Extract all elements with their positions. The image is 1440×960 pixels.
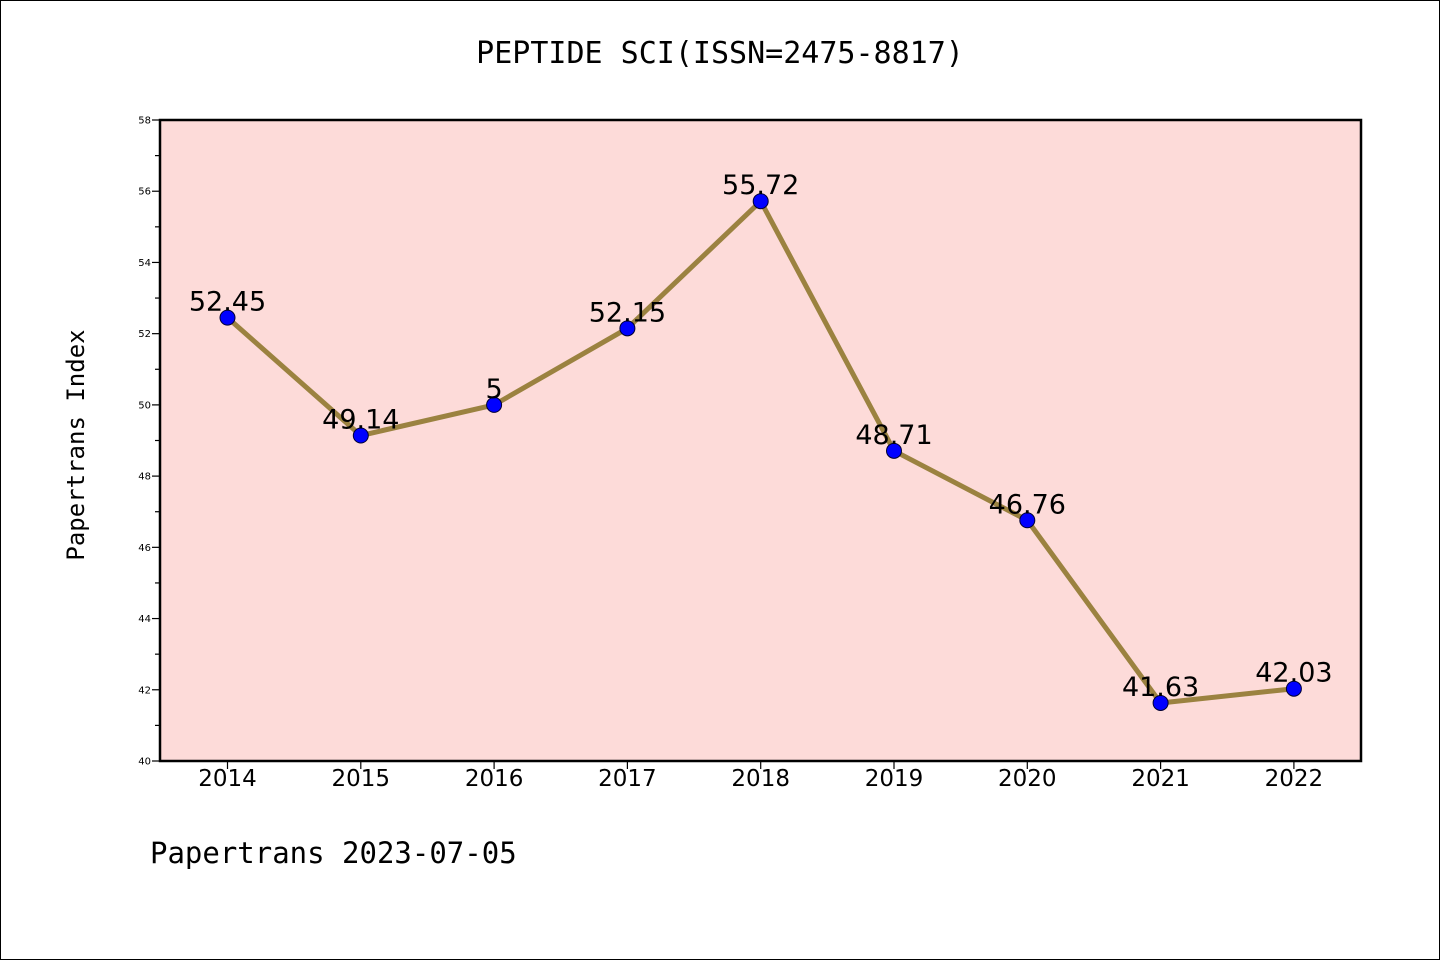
data-point <box>219 309 236 326</box>
x-tick-label: 2016 <box>465 766 524 792</box>
data-label: 42.03 <box>1255 658 1332 689</box>
data-point <box>619 320 636 337</box>
x-tick-label: 2014 <box>198 766 257 792</box>
y-tick-label: 40 <box>138 757 151 768</box>
data-point <box>352 427 369 444</box>
x-tick-label: 2019 <box>865 766 924 792</box>
y-tick-label: 42 <box>138 685 151 696</box>
x-tick-label: 2018 <box>731 766 790 792</box>
y-tick-label: 52 <box>138 329 151 340</box>
data-label: 5 <box>486 374 503 405</box>
data-point <box>1285 680 1302 697</box>
x-tick-label: 2021 <box>1131 766 1190 792</box>
x-tick-label: 2015 <box>332 766 391 792</box>
y-tick-label: 46 <box>138 543 151 554</box>
plot-border <box>158 118 1363 763</box>
y-tick-label: 54 <box>138 258 151 269</box>
y-tick-label: 56 <box>138 187 151 198</box>
data-point <box>752 193 769 210</box>
y-tick-label: 58 <box>138 116 151 127</box>
y-tick-label: 48 <box>138 472 151 483</box>
data-label: 48.71 <box>855 420 932 451</box>
footer-text: Papertrans 2023-07-05 <box>150 836 517 870</box>
data-label: 49.14 <box>322 405 399 436</box>
data-label: 55.72 <box>722 170 799 201</box>
data-point <box>486 396 503 413</box>
chart-title: PEPTIDE SCI(ISSN=2475-8817) <box>476 36 964 71</box>
y-tick-label: 44 <box>138 614 151 625</box>
data-label: 52.45 <box>189 287 266 318</box>
y-tick-label: 50 <box>138 400 151 411</box>
plot-area <box>160 120 1361 761</box>
data-label: 46.76 <box>989 489 1066 520</box>
data-label: 52.15 <box>589 297 666 328</box>
x-tick-label: 2020 <box>998 766 1057 792</box>
data-label: 41.63 <box>1122 672 1199 703</box>
x-tick-label: 2017 <box>598 766 657 792</box>
data-point <box>1019 512 1036 529</box>
x-tick-label: 2022 <box>1265 766 1324 792</box>
data-point <box>1152 694 1169 711</box>
data-point <box>886 442 902 459</box>
